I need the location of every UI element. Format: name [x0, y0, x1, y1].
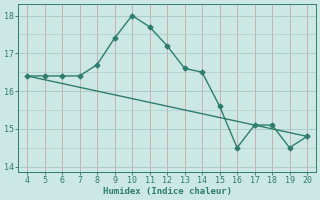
X-axis label: Humidex (Indice chaleur): Humidex (Indice chaleur) — [103, 187, 232, 196]
